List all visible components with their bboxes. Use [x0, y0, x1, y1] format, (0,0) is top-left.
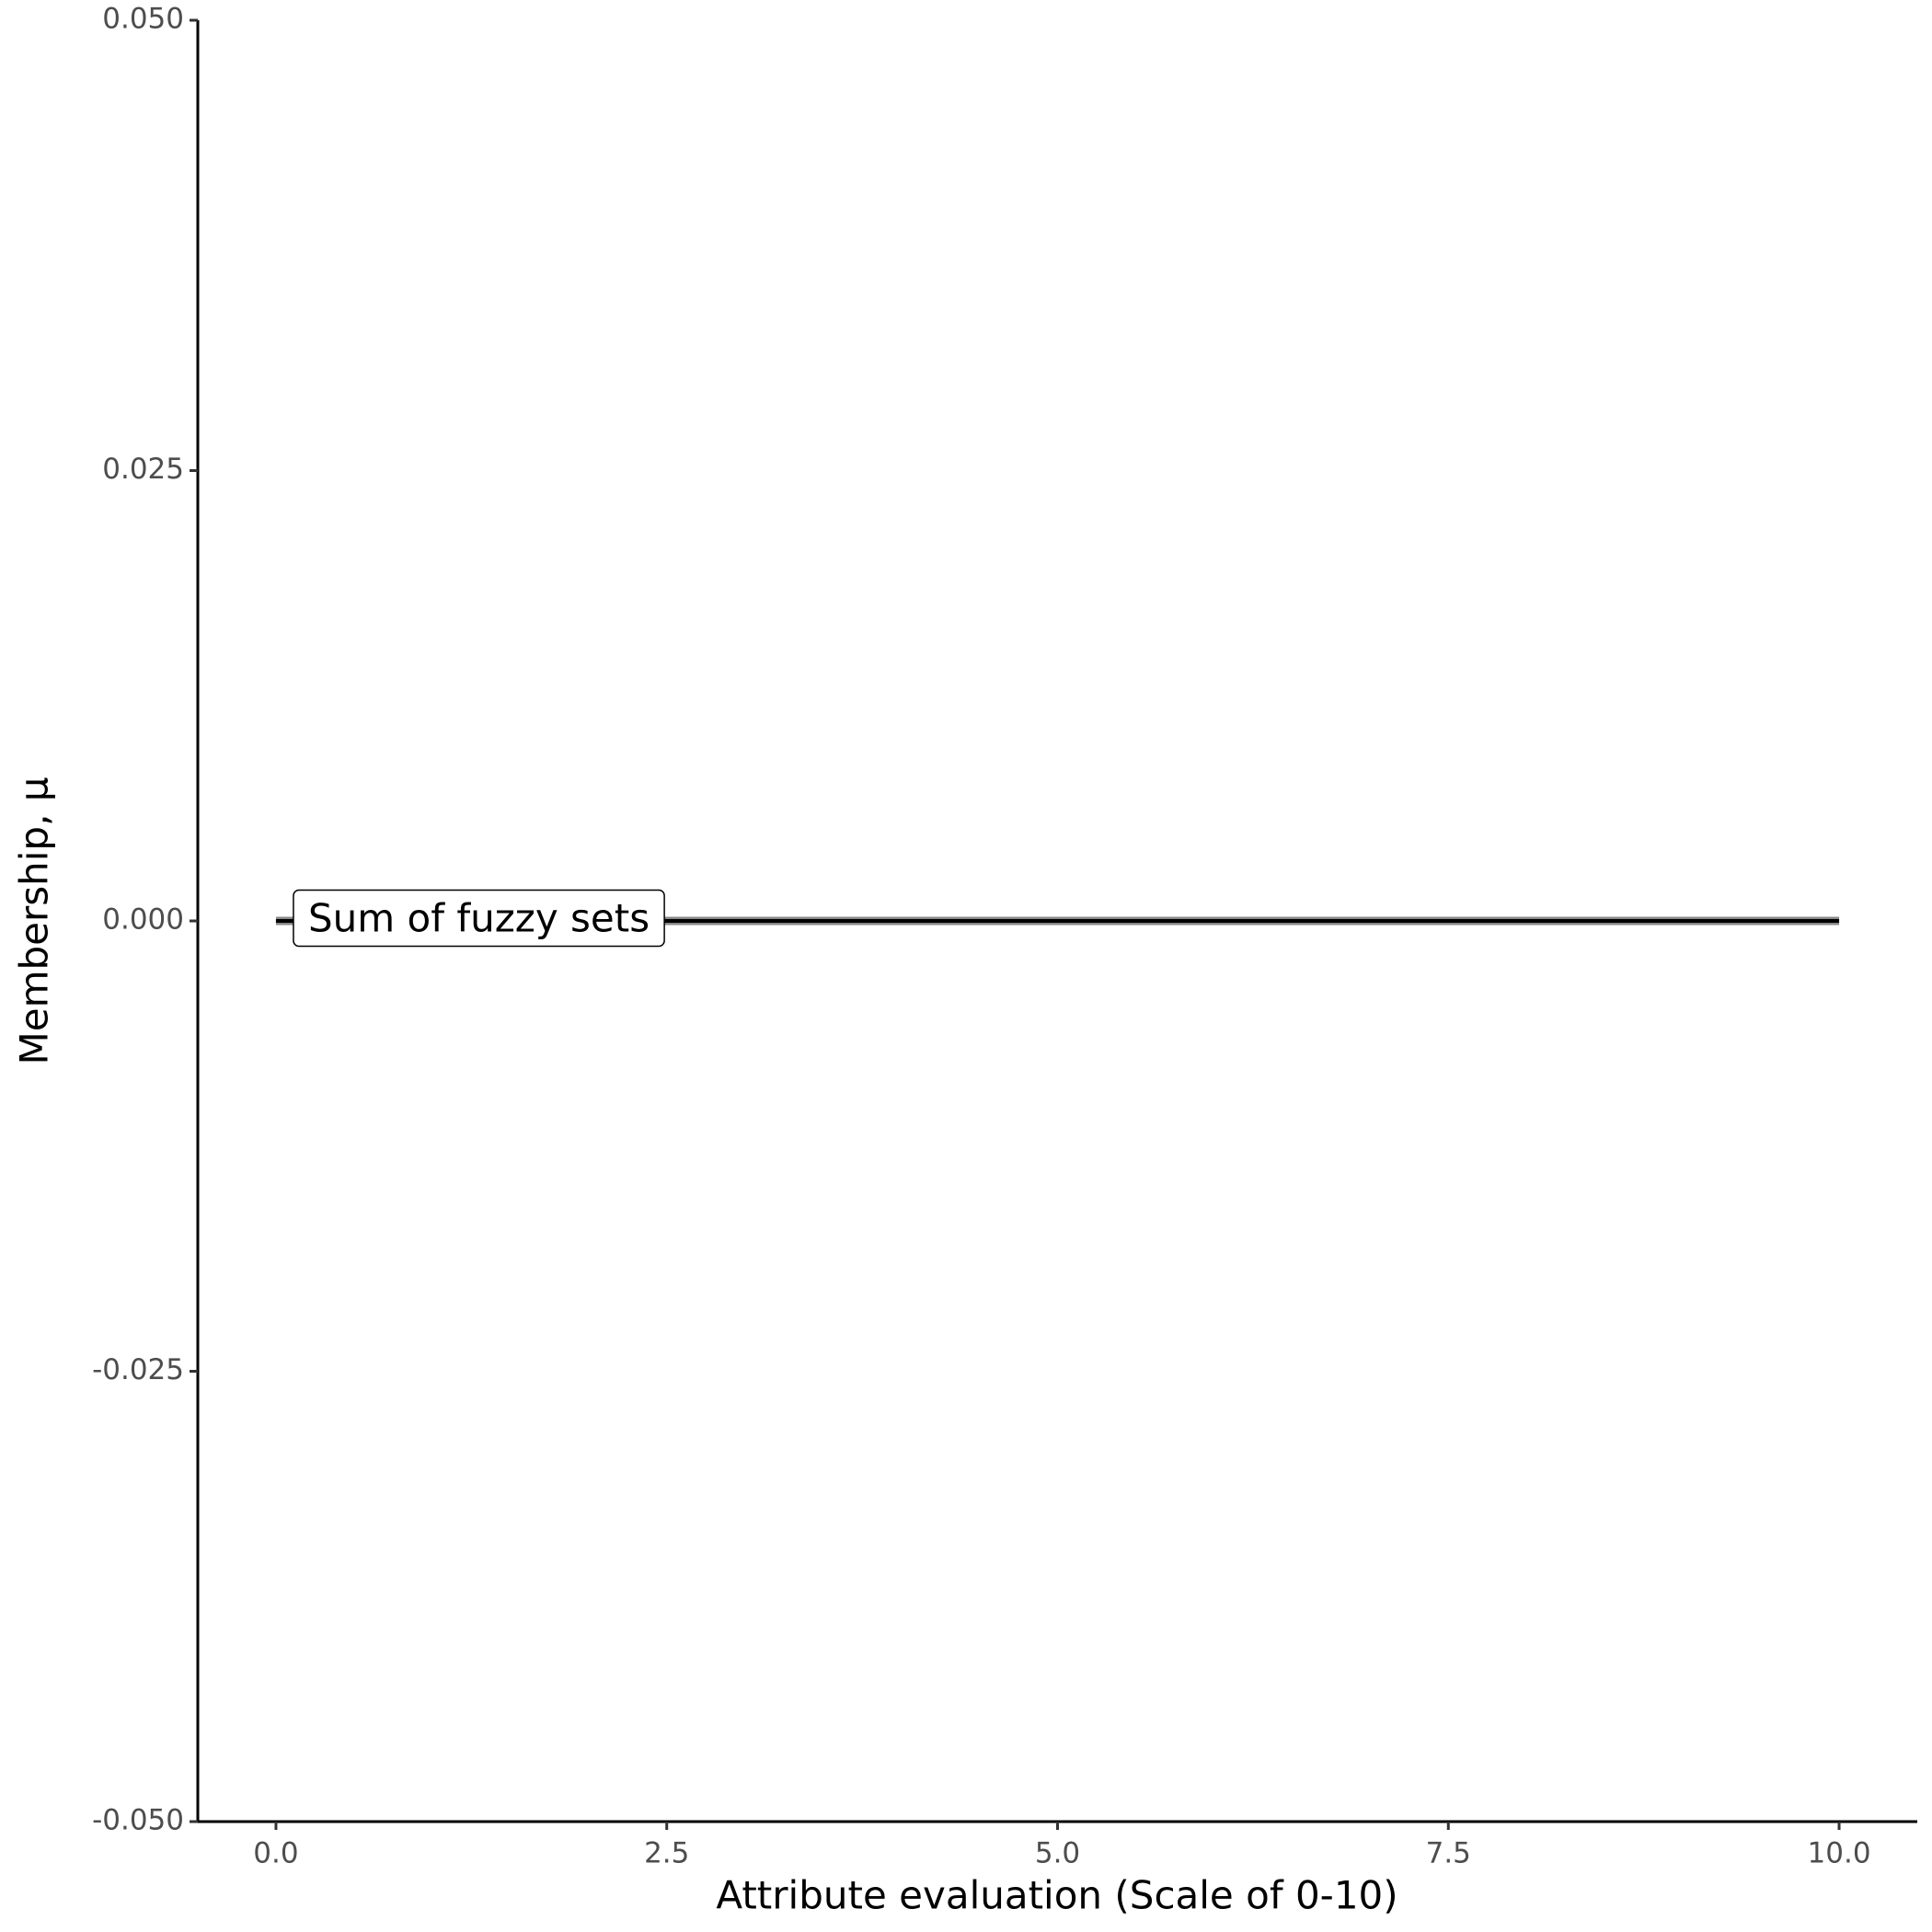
x-tick-label: 5.0	[1035, 1837, 1080, 1870]
x-tick-label: 10.0	[1808, 1837, 1871, 1870]
x-axis-title: Attribute evaluation (Scale of 0-10)	[716, 1873, 1397, 1918]
x-tick-label: 2.5	[644, 1837, 689, 1870]
x-tick-label: 7.5	[1426, 1837, 1471, 1870]
annotation: Sum of fuzzy sets	[308, 896, 650, 941]
y-tick-label: -0.050	[92, 1804, 184, 1837]
y-tick-label: 0.025	[102, 453, 184, 486]
x-tick-label: 0.0	[253, 1837, 298, 1870]
y-tick-label: -0.025	[92, 1353, 184, 1386]
y-tick-label: 0.050	[102, 3, 184, 36]
y-tick-label: 0.000	[102, 903, 184, 937]
annotation-box	[293, 889, 665, 948]
y-axis-title: Membership, μ	[12, 776, 57, 1064]
